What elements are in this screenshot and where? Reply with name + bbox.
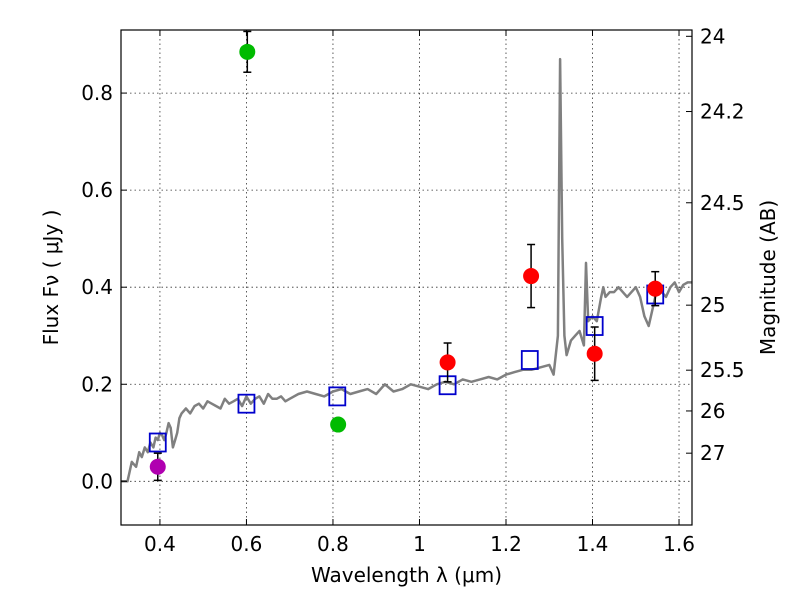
- right-axis-label: Magnitude (AB): [756, 200, 780, 355]
- y-tick-label: 0.8: [81, 81, 113, 105]
- y-tick-label: 0.0: [81, 469, 113, 493]
- y-tick-label: 0.6: [81, 178, 113, 202]
- observed-red-point: [439, 354, 456, 371]
- axis-ticks: 0.4 0.6 0.8 1 1.2 1.4 1.6 0.0 0.2 0.4 0.6 0.8 24 24.2…: [81, 24, 744, 556]
- y-axis-label: Flux Fν ( μJy ): [39, 210, 63, 346]
- x-tick-label: 1: [413, 532, 426, 556]
- observed-red-point: [586, 345, 603, 362]
- right-tick-label: 27: [700, 441, 725, 465]
- right-tick-label: 24: [700, 24, 725, 48]
- grid-lines: [121, 30, 692, 525]
- observed-green-point: [330, 416, 347, 433]
- x-tick-label: 0.6: [231, 532, 263, 556]
- right-tick-label: 25.5: [700, 358, 745, 382]
- observed-red-point: [523, 268, 540, 285]
- plot-area: [121, 30, 692, 483]
- x-tick-label: 1.2: [490, 532, 522, 556]
- y-tick-label: 0.2: [81, 372, 113, 396]
- right-tick-label: 24.2: [700, 100, 745, 124]
- x-tick-label: 1.6: [663, 532, 695, 556]
- model-photometry-point: [520, 350, 539, 370]
- x-tick-label: 0.4: [144, 532, 176, 556]
- observed-magenta-point: [149, 458, 166, 475]
- right-tick-label: 25: [700, 293, 725, 317]
- y-tick-label: 0.4: [81, 275, 113, 299]
- right-tick-label: 26: [700, 399, 725, 423]
- model-photometry-point: [328, 386, 347, 407]
- x-axis-label: Wavelength λ (μm): [311, 563, 502, 587]
- plot-frame: [120, 29, 693, 526]
- model-spectrum-line: [121, 57, 692, 483]
- observed-red-point: [647, 280, 664, 297]
- x-tick-label: 0.8: [317, 532, 349, 556]
- x-tick-label: 1.4: [577, 532, 609, 556]
- model-photometry-point: [148, 432, 167, 453]
- model-photometry-point: [237, 393, 256, 414]
- right-tick-label: 24.5: [700, 191, 745, 215]
- observed-green-point: [239, 43, 256, 60]
